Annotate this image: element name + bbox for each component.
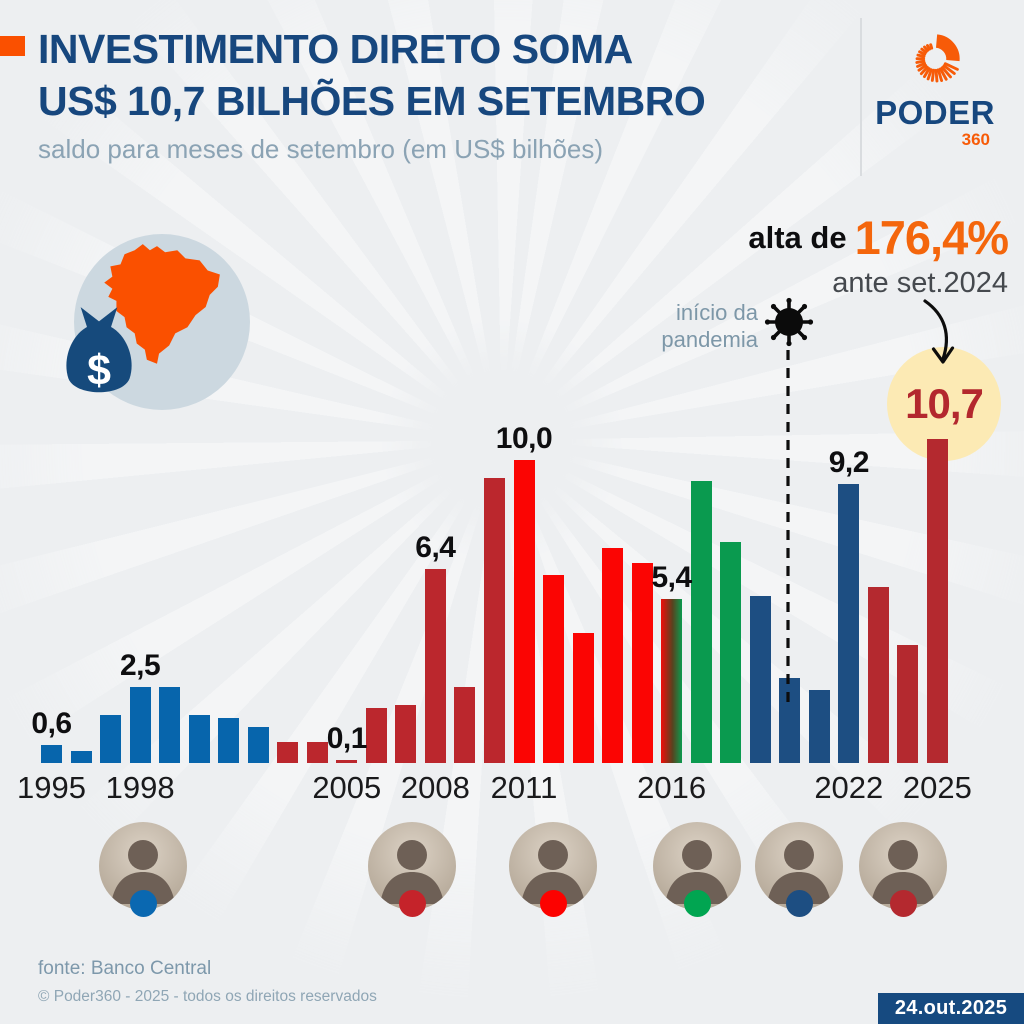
president-photo-lula — [368, 822, 456, 910]
bar-2002 — [247, 727, 269, 763]
bar-2023 — [867, 587, 889, 763]
bar-2025 — [926, 439, 948, 763]
increase-annotation: alta de 176,4% ante set.2024 — [748, 210, 1009, 300]
bar-2011 — [513, 460, 535, 763]
page-title: INVESTIMENTO DIRETO SOMA US$ 10,7 BILHÕES… — [38, 24, 706, 127]
increase-comparison: ante set.2024 — [832, 267, 1008, 299]
value-label-2016: 5,4 — [651, 561, 692, 594]
pandemic-label-line1: início da — [676, 300, 758, 325]
bar-1997 — [100, 715, 122, 763]
president-dot-fhc — [130, 890, 157, 917]
bar-2018 — [720, 542, 742, 763]
bar-2021 — [808, 690, 830, 763]
bar-2004 — [306, 742, 328, 763]
x-tick-2008: 2008 — [400, 770, 470, 805]
president-dot-dilma — [540, 890, 567, 917]
date-badge: 24.out.2025 — [878, 993, 1024, 1024]
subtitle: saldo para meses de setembro (em US$ bil… — [38, 134, 604, 164]
pandemic-label: início da pandemia — [661, 299, 758, 353]
bar-2010 — [484, 478, 505, 763]
bar-2017 — [690, 481, 712, 763]
bar-2012 — [543, 575, 564, 763]
highlight-value: 10,7 — [905, 380, 984, 427]
poder360-sunburst-icon — [915, 34, 960, 83]
x-tick-1998: 1998 — [105, 770, 175, 805]
value-label-1995: 0,6 — [31, 707, 72, 740]
x-tick-2016: 2016 — [637, 770, 707, 805]
brand-name: PODER — [875, 94, 995, 131]
pandemic-label-line2: pandemia — [661, 327, 758, 353]
bar-2019 — [749, 596, 771, 763]
bar-2005 — [336, 760, 358, 763]
bar-2022 — [838, 484, 860, 763]
x-tick-1995: 1995 — [17, 770, 86, 805]
x-tick-2005: 2005 — [312, 770, 382, 805]
increase-value: 176,4% — [854, 211, 1009, 264]
bar-2014 — [602, 548, 624, 763]
date-text: 24.out.2025 — [894, 997, 1008, 1019]
bar-1998 — [129, 687, 151, 763]
svg-text:$: $ — [87, 347, 111, 395]
x-tick-2025: 2025 — [902, 770, 972, 805]
bar-2003 — [277, 742, 299, 763]
bar-2008 — [424, 569, 446, 763]
president-dot-temer — [684, 890, 711, 917]
bar-2016 — [661, 599, 683, 763]
president-dot-bolsonaro — [786, 890, 813, 917]
value-label-1998: 2,5 — [119, 649, 161, 682]
president-photo-bolsonaro — [755, 822, 843, 910]
value-label-2011: 10,0 — [495, 422, 553, 455]
virus-icon — [764, 297, 814, 347]
bar-2001 — [218, 718, 240, 763]
president-dot-lula-2 — [890, 890, 917, 917]
source-text: fonte: Banco Central — [38, 958, 212, 979]
money-bag-icon: $ — [66, 307, 132, 395]
brand-suffix: 360 — [961, 130, 990, 149]
brazil-map — [104, 244, 220, 364]
bar-2009 — [454, 687, 476, 763]
copyright-text: © Poder360 - 2025 - todos os direitos re… — [38, 988, 377, 1005]
header-divider — [860, 18, 862, 176]
president-dot-lula — [399, 890, 426, 917]
bar-2013 — [572, 633, 594, 763]
bar-2015 — [631, 563, 653, 763]
bar-1996 — [70, 751, 92, 763]
bar-2020 — [779, 678, 801, 763]
increase-prefix: alta de — [748, 220, 847, 255]
x-tick-2022: 2022 — [814, 770, 884, 805]
value-label-2005: 0,1 — [326, 722, 368, 755]
x-tick-2011: 2011 — [490, 770, 558, 805]
bar-1995 — [41, 745, 62, 763]
title-accent-square — [0, 36, 25, 56]
poder360-logo: PODER 360 — [874, 22, 996, 150]
president-photo-fhc — [99, 822, 187, 910]
bar-2024 — [897, 645, 919, 763]
title-line1: INVESTIMENTO DIRETO SOMA — [38, 26, 633, 72]
value-label-2008: 6,4 — [415, 531, 456, 564]
bar-2007 — [395, 705, 417, 763]
bar-2000 — [188, 715, 210, 763]
bar-1999 — [159, 687, 181, 763]
value-label-2022: 9,2 — [828, 446, 870, 479]
bar-2006 — [365, 708, 387, 763]
title-line2: US$ 10,7 BILHÕES EM SETEMBRO — [38, 77, 706, 124]
